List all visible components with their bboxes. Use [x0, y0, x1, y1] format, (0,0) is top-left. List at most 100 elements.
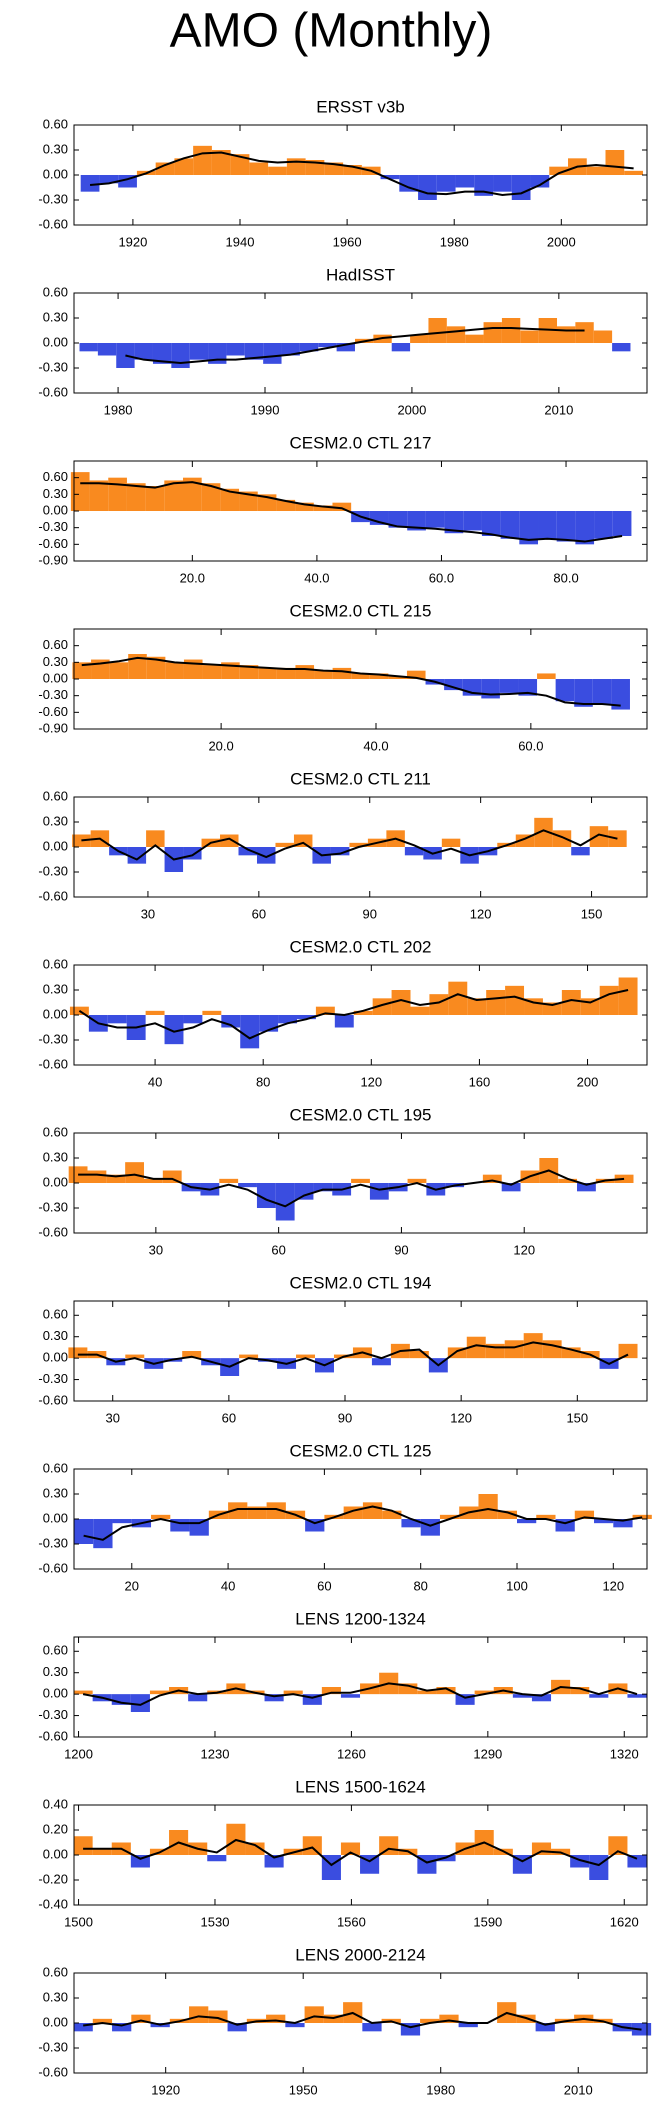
bar — [483, 322, 502, 343]
bar — [362, 2023, 382, 2032]
bar — [349, 842, 368, 847]
bar — [334, 1015, 354, 1028]
x-tick-label: 80.0 — [553, 570, 578, 585]
bar — [240, 1015, 260, 1049]
bar — [531, 1694, 552, 1702]
bar — [276, 667, 296, 679]
y-tick-label: 0.30 — [43, 486, 68, 501]
y-tick-label: 0.30 — [43, 813, 68, 828]
bar — [441, 838, 461, 847]
bar — [608, 830, 627, 847]
bar — [189, 343, 209, 360]
bar — [478, 1494, 498, 1519]
x-tick-label: 120 — [470, 906, 492, 921]
bar — [404, 847, 424, 856]
bar — [295, 502, 314, 511]
bar — [220, 834, 239, 847]
panel-title: CESM2.0 CTL 195 — [289, 1105, 431, 1124]
bar — [399, 175, 419, 192]
y-tick-label: -0.60 — [38, 704, 68, 719]
bar — [182, 477, 202, 511]
smooth-line — [78, 989, 629, 1040]
bar — [439, 1514, 460, 1519]
bar — [627, 1694, 647, 1698]
bar — [131, 2014, 151, 2023]
bar — [111, 1694, 131, 1705]
bar — [302, 1836, 322, 1855]
x-tick-label: 90 — [363, 906, 377, 921]
bar — [211, 150, 231, 175]
bar — [106, 1174, 126, 1183]
bar — [428, 318, 447, 343]
x-tick-label: 100 — [506, 1578, 528, 1593]
bar — [407, 511, 426, 531]
bar — [340, 1694, 361, 1698]
y-tick-label: 0.60 — [43, 956, 68, 971]
smooth-line — [89, 151, 634, 197]
bar — [369, 1183, 389, 1200]
y-tick-label: -0.60 — [38, 1056, 68, 1071]
bar — [171, 343, 190, 368]
bar — [330, 847, 350, 856]
bar — [594, 511, 613, 539]
x-tick-label: 60 — [252, 906, 266, 921]
bar — [436, 175, 456, 192]
panel-title: HadISST — [326, 265, 395, 284]
bar — [68, 1166, 88, 1183]
bar — [549, 166, 569, 175]
bar — [315, 1006, 335, 1015]
y-tick-label: 0.30 — [43, 1989, 68, 2004]
bar — [542, 1340, 562, 1359]
bar — [143, 1178, 163, 1183]
x-tick-label: 20 — [125, 1578, 139, 1593]
y-tick-label: 0.60 — [43, 116, 68, 131]
smooth-line — [83, 2011, 642, 2031]
bar — [296, 1354, 316, 1359]
y-tick-label: 0.60 — [43, 1460, 68, 1475]
y-tick-label: 0.00 — [43, 1846, 68, 1861]
x-tick-label: 1230 — [201, 1746, 230, 1761]
bar — [458, 2023, 478, 2028]
bar — [230, 154, 250, 175]
bar — [68, 1347, 88, 1359]
y-tick-label: 0.30 — [43, 1485, 68, 1500]
bar — [612, 511, 632, 536]
bar — [112, 2023, 132, 2032]
bar — [429, 994, 449, 1015]
bar — [351, 673, 370, 679]
bar — [264, 1855, 284, 1868]
bar — [446, 326, 466, 343]
y-tick-label: -0.60 — [38, 2064, 68, 2079]
y-tick-label: 0.60 — [43, 469, 68, 484]
x-tick-label: 40 — [221, 1578, 235, 1593]
y-tick-label: -0.60 — [38, 1560, 68, 1575]
y-tick-label: 0.60 — [43, 788, 68, 803]
bar — [420, 2018, 440, 2023]
bar — [614, 1174, 634, 1183]
bar — [165, 662, 184, 679]
x-tick-label: 30 — [149, 1242, 163, 1257]
bar — [535, 2023, 555, 2032]
y-tick-label: 0.30 — [43, 1328, 68, 1343]
bar — [512, 1694, 532, 1698]
bar — [455, 1694, 475, 1705]
bar — [146, 656, 166, 679]
bar — [256, 847, 276, 864]
x-tick-label: 1620 — [610, 1914, 639, 1929]
bar — [436, 1687, 456, 1695]
y-tick-label: 0.00 — [43, 166, 68, 181]
x-tick-label: 1980 — [104, 402, 133, 417]
bar — [599, 985, 619, 1015]
bar — [72, 834, 91, 847]
bar — [466, 1336, 486, 1359]
x-tick-label: 1590 — [473, 1914, 502, 1929]
y-tick-label: 0.00 — [43, 1174, 68, 1189]
bar — [285, 2023, 305, 2028]
bar — [410, 334, 429, 343]
bar — [538, 511, 557, 539]
x-tick-label: 2010 — [564, 2082, 593, 2097]
figure-title: AMO (Monthly) — [170, 5, 493, 58]
x-tick-label: 1990 — [251, 402, 280, 417]
y-tick-label: 0.00 — [43, 838, 68, 853]
